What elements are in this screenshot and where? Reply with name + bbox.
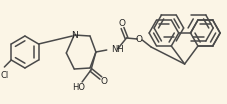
- Text: O: O: [118, 19, 124, 27]
- Text: O: O: [100, 77, 107, 87]
- Text: NH: NH: [110, 46, 123, 54]
- Text: HO: HO: [71, 82, 84, 92]
- Text: Cl: Cl: [0, 71, 8, 80]
- Text: O: O: [135, 35, 142, 43]
- Text: N: N: [71, 30, 77, 40]
